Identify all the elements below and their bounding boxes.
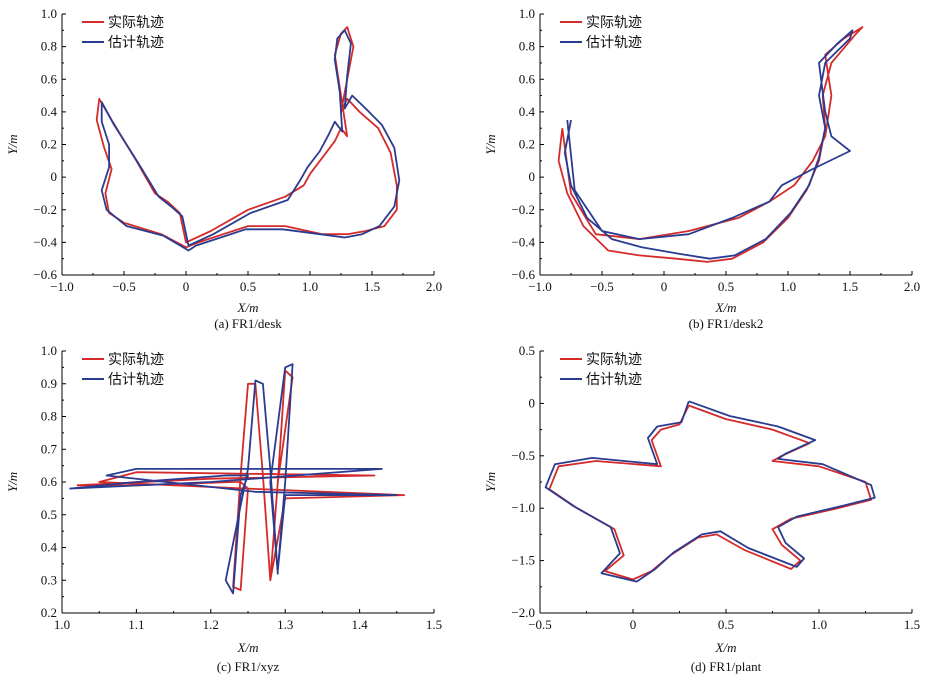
- series-line-estimated: [100, 29, 401, 252]
- x-tick-label: 0: [630, 617, 637, 632]
- x-tick-label: 1.3: [277, 617, 293, 632]
- y-axis-label: Y/m: [483, 134, 498, 154]
- legend-label: 实际轨迹: [108, 352, 164, 368]
- x-tick-label: −0.5: [590, 279, 614, 294]
- y-tick-label: −0.4: [511, 234, 535, 249]
- chart-panel-0: −1.0 −0.5 0 0.5 1.0 1.5 2.0 −0.6 −0.4 −0.2 0 0.2 0.4…: [5, 6, 442, 331]
- x-tick-label: 0: [661, 279, 668, 294]
- x-tick-label: 1.0: [780, 279, 796, 294]
- y-tick-label: 0.6: [41, 474, 58, 489]
- y-tick-label: 0.9: [41, 376, 57, 391]
- y-axis-label: Y/m: [483, 472, 498, 492]
- legend-label: 实际轨迹: [586, 352, 642, 368]
- y-tick-label: 0: [51, 169, 58, 184]
- y-tick-label: 0.6: [519, 71, 536, 86]
- y-tick-label: 0.4: [41, 104, 58, 119]
- x-tick-label: −0.5: [112, 279, 136, 294]
- y-tick-label: 0.2: [519, 137, 535, 152]
- legend-label: 实际轨迹: [108, 15, 164, 31]
- y-tick-label: −0.4: [33, 234, 57, 249]
- series-line-actual: [76, 369, 406, 591]
- y-tick-label: 0.2: [41, 137, 57, 152]
- x-tick-label: 2.0: [426, 279, 442, 294]
- legend-label: 估计轨迹: [586, 372, 642, 388]
- panel-caption: (b) FR1/desk2: [689, 316, 764, 331]
- x-axis-label: X/m: [715, 640, 737, 655]
- x-tick-label: 1.5: [904, 617, 920, 632]
- y-tick-label: 0.8: [519, 39, 535, 54]
- y-tick-label: 0.5: [519, 343, 535, 358]
- x-tick-label: 0: [183, 279, 190, 294]
- y-tick-label: 1.0: [519, 6, 535, 21]
- series-line-estimated: [544, 400, 876, 583]
- panel-caption: (d) FR1/plant: [691, 659, 762, 674]
- y-tick-label: 1.0: [41, 6, 57, 21]
- x-tick-label: −0.5: [528, 617, 552, 632]
- y-tick-label: 0.7: [41, 441, 58, 456]
- y-tick-label: −0.2: [33, 202, 57, 217]
- y-tick-label: 0.2: [41, 605, 57, 620]
- y-tick-label: 0.5: [41, 507, 57, 522]
- legend-label: 估计轨迹: [586, 35, 642, 51]
- x-tick-label: 1.2: [203, 617, 219, 632]
- y-tick-label: −0.5: [511, 448, 535, 463]
- y-tick-label: −2.0: [511, 605, 535, 620]
- y-axis-label: Y/m: [5, 134, 20, 154]
- y-tick-label: −0.6: [33, 267, 57, 282]
- y-tick-label: −1.0: [511, 500, 535, 515]
- series-line-actual: [548, 404, 872, 581]
- y-tick-label: −1.5: [511, 553, 535, 568]
- x-tick-label: 1.4: [351, 617, 368, 632]
- y-tick-label: 0.3: [41, 572, 57, 587]
- y-tick-label: 0: [529, 395, 536, 410]
- x-tick-label: −1.0: [50, 279, 74, 294]
- y-tick-label: 0.8: [41, 39, 57, 54]
- chart-panel-2: 1.0 1.1 1.2 1.3 1.4 1.5 0.2 0.3 0.4 0.5 0.6 0.7 0.8 0…: [5, 343, 442, 674]
- x-tick-label: 1.1: [128, 617, 144, 632]
- series-line-estimated: [563, 29, 854, 260]
- series-line-actual: [557, 26, 864, 263]
- x-axis-label: X/m: [237, 300, 259, 315]
- y-tick-label: 0: [529, 169, 536, 184]
- x-tick-label: 1.0: [811, 617, 827, 632]
- legend-label: 实际轨迹: [586, 15, 642, 31]
- chart-panel-1: −1.0 −0.5 0 0.5 1.0 1.5 2.0 −0.6 −0.4 −0.2 0 0.2 0.4…: [483, 6, 920, 331]
- legend-label: 估计轨迹: [108, 35, 164, 51]
- x-tick-label: 1.0: [302, 279, 318, 294]
- x-tick-label: −1.0: [528, 279, 552, 294]
- y-tick-label: 0.6: [41, 71, 58, 86]
- y-tick-label: −0.2: [511, 202, 535, 217]
- y-axis-label: Y/m: [5, 472, 20, 492]
- chart-panel-3: −0.5 0 0.5 1.0 1.5 −2.0 −1.5 −1.0 −0.5 0 0.5 X/m Y/m…: [483, 343, 920, 674]
- panel-caption: (a) FR1/desk: [214, 316, 282, 331]
- x-axis-label: X/m: [715, 300, 737, 315]
- x-tick-label: 1.5: [426, 617, 442, 632]
- x-tick-label: 1.5: [842, 279, 858, 294]
- y-tick-label: 0.4: [41, 540, 58, 555]
- x-tick-label: 0.5: [718, 617, 734, 632]
- y-tick-label: 1.0: [41, 343, 57, 358]
- x-tick-label: 1.0: [54, 617, 70, 632]
- x-tick-label: 2.0: [904, 279, 920, 294]
- y-tick-label: 0.4: [519, 104, 536, 119]
- series-line-actual: [95, 26, 398, 249]
- x-tick-label: 1.5: [364, 279, 380, 294]
- series-line-estimated: [69, 363, 398, 595]
- legend-label: 估计轨迹: [108, 372, 164, 388]
- panel-caption: (c) FR1/xyz: [217, 659, 280, 674]
- x-tick-label: 0.5: [240, 279, 256, 294]
- x-tick-label: 0.5: [718, 279, 734, 294]
- y-tick-label: −0.6: [511, 267, 535, 282]
- y-tick-label: 0.8: [41, 409, 57, 424]
- x-axis-label: X/m: [237, 640, 259, 655]
